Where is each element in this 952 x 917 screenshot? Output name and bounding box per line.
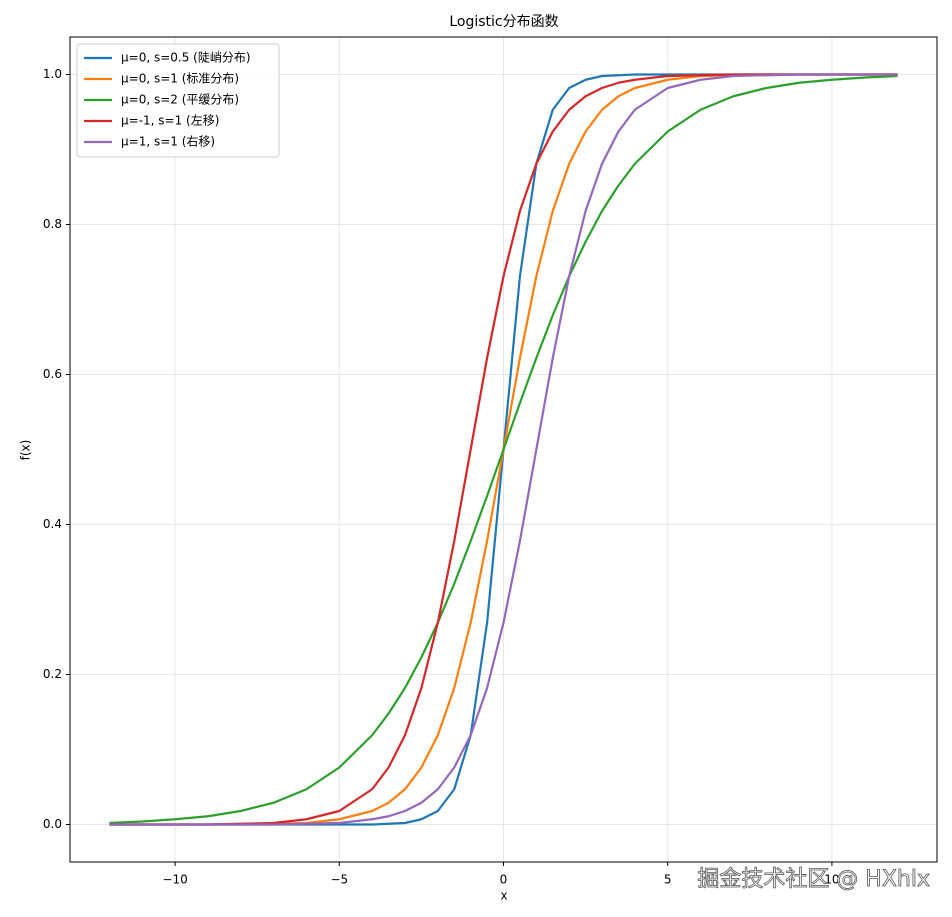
legend-label: μ=-1, s=1 (左移) [121, 113, 219, 128]
x-tick-label: 10 [824, 873, 839, 887]
legend-label: μ=0, s=2 (平缓分布) [121, 93, 239, 107]
x-axis-label: x [500, 889, 507, 903]
legend-label: μ=1, s=1 (右移) [121, 134, 215, 149]
y-tick-label: 0.6 [43, 367, 62, 381]
y-tick-label: 0.2 [43, 667, 62, 681]
x-tick-label: 5 [664, 873, 672, 887]
x-tick-label: 0 [500, 873, 508, 887]
legend-label: μ=0, s=0.5 (陡峭分布) [121, 51, 251, 65]
line-series [109, 73, 898, 826]
legend-box [76, 43, 280, 158]
y-tick-label: 0.4 [43, 517, 62, 531]
plot-frame [69, 36, 938, 863]
y-tick-label: 1.0 [43, 67, 62, 81]
watermark: 掘金技术社区 @ HXhlx [697, 867, 930, 892]
line-series [109, 74, 898, 825]
x-tick-label: −5 [330, 873, 348, 887]
y-tick-label: 0.0 [43, 817, 62, 831]
y-tick-label: 0.8 [43, 217, 62, 231]
y-axis-label: f(x) [19, 440, 33, 461]
legend-label: μ=0, s=1 (标准分布) [121, 72, 239, 86]
x-tick-label: −10 [162, 873, 187, 887]
legend: μ=0, s=0.5 (陡峭分布) μ=0, s=1 (标准分布) μ=0, s=2… [76, 43, 280, 158]
line-series [109, 73, 898, 826]
chart-title: Logistic分布函数 [449, 14, 558, 30]
